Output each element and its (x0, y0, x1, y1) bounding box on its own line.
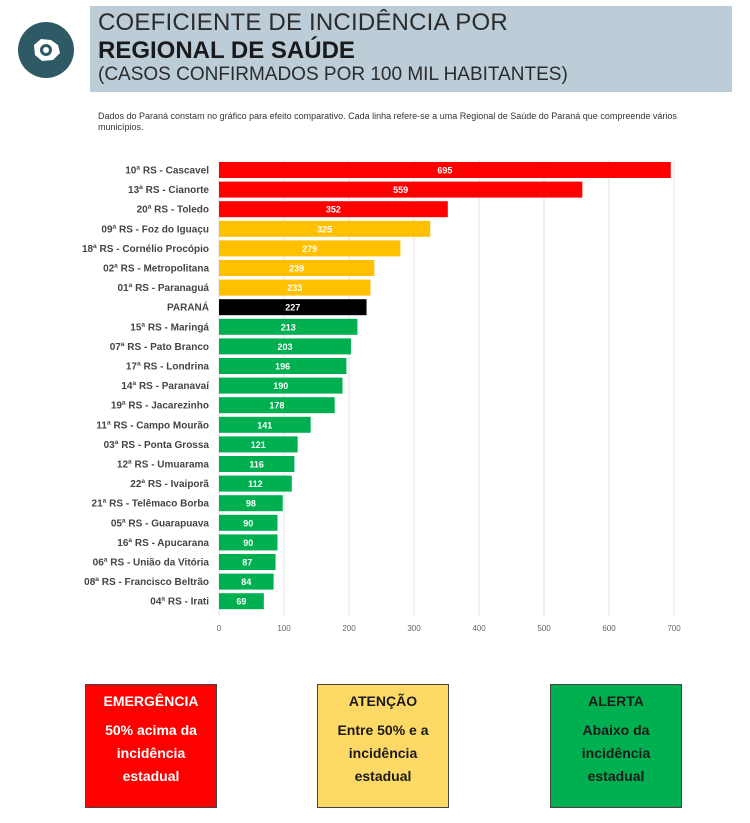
category-label: 15ª RS - Maringá (130, 322, 209, 333)
title-line-1: COEFICIENTE DE INCIDÊNCIA POR (98, 9, 508, 36)
category-label: 05ª RS - Guarapuava (111, 518, 210, 529)
bar (219, 416, 311, 433)
value-label: 213 (281, 322, 296, 332)
category-label: 01ª RS - Paranaguá (117, 283, 209, 294)
category-label: 13ª RS - Cianorte (128, 185, 209, 196)
value-label: 239 (289, 264, 304, 274)
bar (219, 181, 583, 198)
value-label: 178 (269, 401, 284, 411)
category-label: 11ª RS - Campo Mourão (96, 420, 209, 431)
legend-title: ALERTA (588, 693, 644, 709)
legend-description: Entre 50% e a incidência estadual (337, 722, 429, 784)
value-label: 352 (326, 205, 341, 215)
category-label: 21ª RS - Telêmaco Borba (92, 499, 210, 510)
value-label: 84 (241, 577, 251, 587)
legend-title: ATENÇÃO (348, 693, 418, 709)
bar (219, 534, 278, 551)
legend-atencao: ATENÇÃO Entre 50% e a incidência estadua… (317, 684, 449, 808)
bar (219, 279, 371, 296)
category-label: 03ª RS - Ponta Grossa (104, 440, 210, 451)
category-label: 14ª RS - Paranavaí (121, 381, 210, 392)
x-tick-label: 600 (602, 624, 616, 633)
legend-alerta: ALERTA Abaixo da incidência estadual (550, 684, 682, 808)
category-label: 20ª RS - Toledo (137, 205, 209, 216)
value-label: 90 (243, 518, 253, 528)
category-label: 12ª RS - Umuarama (117, 460, 210, 471)
bar (219, 318, 358, 335)
bar (219, 495, 283, 512)
value-label: 559 (393, 185, 408, 195)
x-tick-label: 400 (472, 624, 486, 633)
virus-icon (18, 22, 74, 78)
bar (219, 593, 264, 610)
category-label: 10ª RS - Cascavel (125, 166, 209, 177)
category-label: 02ª RS - Metropolitana (103, 264, 209, 275)
chart-note: Dados do Paraná constam no gráfico para … (98, 111, 677, 132)
bar (219, 514, 278, 531)
value-label: 98 (246, 499, 256, 509)
x-tick-label: 100 (277, 624, 291, 633)
bar (219, 456, 295, 472)
value-label: 90 (243, 538, 253, 548)
value-label: 695 (437, 166, 452, 176)
value-label: 203 (277, 342, 292, 352)
value-label: 325 (317, 224, 332, 234)
virus-glyph (34, 39, 60, 61)
value-label: 279 (302, 244, 317, 254)
bar (219, 436, 298, 453)
value-label: 227 (285, 303, 300, 313)
value-label: 141 (257, 420, 272, 430)
value-label: 69 (236, 597, 246, 607)
bar (219, 162, 671, 178)
x-tick-label: 200 (342, 624, 356, 633)
bar (219, 377, 343, 394)
value-label: 87 (242, 558, 252, 568)
bar (219, 260, 375, 276)
bar (219, 573, 274, 590)
legend-description: Abaixo da incidência estadual (581, 722, 651, 784)
legend-title: EMERGÊNCIA (103, 693, 199, 709)
bar (219, 220, 431, 237)
value-label: 116 (249, 460, 264, 470)
category-label: 09ª RS - Foz do Iguaçu (101, 224, 209, 235)
category-label: 17ª RS - Londrina (126, 362, 210, 373)
header-band (90, 6, 732, 92)
category-label: 08ª RS - Francisco Beltrão (84, 577, 209, 588)
category-label: 07ª RS - Pato Branco (110, 342, 209, 353)
category-label: 18ª RS - Cornélio Procópio (82, 244, 209, 255)
bar (219, 475, 292, 492)
x-tick-label: 0 (217, 624, 222, 633)
title-line-2: REGIONAL DE SAÚDE (98, 37, 355, 64)
category-label: 19ª RS - Jacarezinho (111, 401, 209, 412)
value-label: 121 (251, 440, 266, 450)
category-label: 04ª RS - Irati (150, 597, 209, 608)
x-tick-label: 700 (667, 624, 681, 633)
category-label: 16ª RS - Apucarana (117, 538, 209, 549)
bar (219, 338, 351, 355)
bar (219, 554, 276, 570)
bar (219, 299, 367, 316)
legend-description: 50% acima da incidência estadual (105, 722, 197, 784)
category-label: PARANÁ (167, 301, 209, 314)
value-label: 190 (273, 381, 288, 391)
legend-emergencia: EMERGÊNCIA 50% acima da incidência estad… (85, 684, 217, 808)
category-label: 22ª RS - Ivaiporã (130, 479, 209, 490)
category-label: 06ª RS - União da Vitória (93, 558, 210, 569)
bar (219, 397, 335, 414)
bar (219, 201, 448, 218)
value-label: 233 (287, 283, 302, 293)
value-label: 112 (248, 479, 263, 489)
bar (219, 240, 401, 257)
x-tick-label: 500 (537, 624, 551, 633)
value-label: 196 (275, 362, 290, 372)
x-tick-label: 300 (407, 624, 421, 633)
title-line-3: (CASOS CONFIRMADOS POR 100 MIL HABITANTE… (98, 64, 568, 85)
bar (219, 358, 347, 374)
bar-chart: 0 100 200 300 400 500 600 700 10ª RS - Cascavel 6… (82, 160, 681, 633)
